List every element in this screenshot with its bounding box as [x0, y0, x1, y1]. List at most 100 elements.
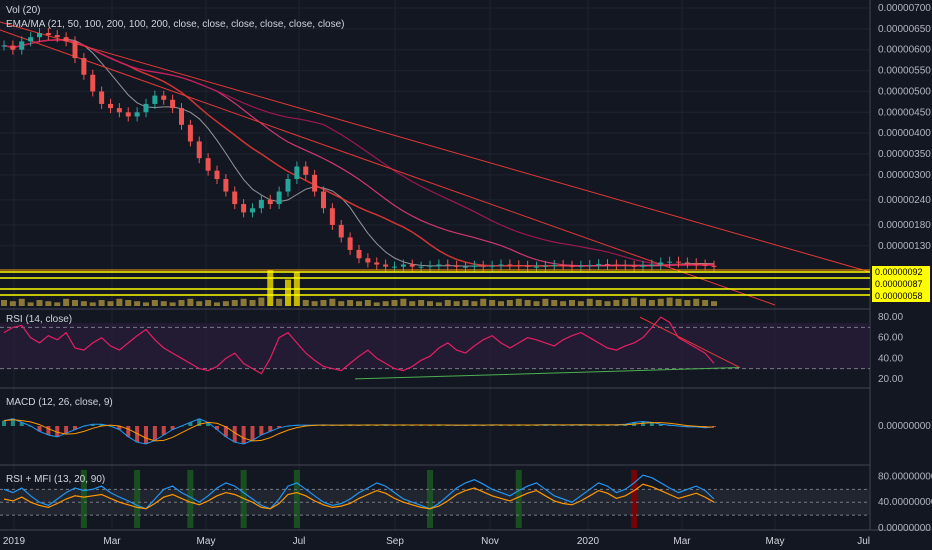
- price-axis[interactable]: 0.00000700 0.00000650 0.00000600 0.00000550…: [878, 3, 931, 252]
- macd-tick-label: 0.00000000: [878, 421, 931, 432]
- rsi-axis[interactable]: 80.00 60.00 40.00 20.00: [878, 312, 903, 385]
- macd-panel: [2, 418, 716, 445]
- time-tick-label: Jul: [293, 536, 306, 547]
- candle-body: [676, 261, 681, 263]
- candle-body: [10, 45, 16, 50]
- macd-histogram-bar: [570, 424, 574, 426]
- time-tick-label: 2020: [577, 536, 600, 547]
- candle-body: [658, 262, 664, 265]
- volume-bar: [391, 300, 398, 306]
- rsi-resistance-line: [639, 316, 741, 368]
- candle-body: [108, 103, 113, 109]
- volume-bar: [36, 300, 43, 306]
- volume-bar: [382, 301, 389, 306]
- time-tick-label: Jul: [857, 536, 870, 547]
- volume-bar: [702, 300, 709, 306]
- macd-histogram-bar: [712, 426, 716, 427]
- volume-bar: [18, 298, 25, 306]
- candle-body: [187, 124, 193, 142]
- volume-bar: [409, 301, 416, 306]
- price-tick-label: 0.00000400: [878, 128, 931, 139]
- candle-body: [303, 166, 309, 175]
- volume-bar: [515, 298, 522, 306]
- macd-legend[interactable]: MACD (12, 26, close, 9): [6, 397, 113, 408]
- rsi-mfi-oversold-highlight: [515, 470, 522, 528]
- volume-bar: [240, 298, 247, 306]
- volume-bar: [134, 301, 141, 306]
- candle-body: [276, 191, 282, 205]
- macd-histogram-bar: [250, 426, 255, 441]
- macd-histogram-bar: [90, 424, 95, 426]
- volume-bar: [648, 300, 655, 306]
- candle-body: [258, 199, 264, 209]
- candle-body: [684, 262, 690, 264]
- candle-body: [374, 262, 380, 265]
- candle-body: [489, 265, 495, 267]
- price-tick-label: 0.00000600: [878, 45, 931, 56]
- volume-bar: [684, 300, 691, 306]
- candle-body: [285, 179, 291, 192]
- volume-bar: [1, 300, 7, 306]
- rsi-line: [3, 474, 715, 510]
- volume-bar: [373, 302, 380, 306]
- candle-body: [143, 103, 149, 113]
- time-tick-label: May: [197, 536, 216, 547]
- volume-bar: [214, 302, 220, 306]
- macd-axis[interactable]: 0.00000000: [878, 421, 931, 432]
- rsi-tick-label: 80.00: [878, 312, 903, 323]
- price-tag-bg: [872, 290, 930, 302]
- volume-bar: [151, 300, 158, 306]
- ema-line: [3, 39, 714, 266]
- volume-bar: [711, 301, 717, 306]
- macd-histogram-bar: [197, 418, 202, 426]
- price-tick-label: 0.00000130: [878, 241, 931, 252]
- volume-bar: [524, 300, 531, 306]
- volume-bar: [666, 297, 673, 306]
- volume-bar: [116, 298, 123, 306]
- candle-body: [463, 266, 468, 268]
- rsi-mfi-legend[interactable]: RSI + MFI (13, 20, 90): [6, 474, 105, 485]
- macd-histogram-bar: [46, 426, 51, 435]
- candle-body: [321, 191, 326, 209]
- candle-body: [471, 265, 477, 267]
- volume-bar: [125, 300, 132, 306]
- candle-body: [525, 265, 531, 267]
- rsi-mfi-oversold-highlight: [187, 470, 194, 528]
- candle-body: [223, 179, 229, 192]
- macd-histogram-bar: [658, 424, 663, 426]
- candle-body: [45, 33, 51, 36]
- time-axis[interactable]: 2019 Mar May Jul Sep Nov 2020 Mar May Jul: [3, 536, 870, 547]
- candle-body: [90, 74, 96, 92]
- candle-body: [152, 95, 158, 104]
- macd-histogram-bar: [206, 422, 211, 426]
- price-tick-label: 0.00000550: [878, 66, 931, 77]
- price-tick-label: 0.00000180: [878, 220, 931, 231]
- price-tick-label: 0.00000450: [878, 107, 931, 118]
- macd-histogram-bar: [55, 426, 60, 437]
- volume-bar: [418, 300, 425, 306]
- ema-legend[interactable]: EMA/MA (21, 50, 100, 200, 100, 200, clos…: [6, 19, 345, 30]
- candle-body: [693, 263, 699, 265]
- candle-body: [338, 224, 344, 238]
- candle-body: [312, 174, 318, 192]
- volume-bar: [498, 301, 504, 306]
- vol-legend[interactable]: Vol (20): [6, 5, 40, 16]
- macd-histogram-bar: [73, 426, 77, 430]
- rsi-mfi-panel: [0, 470, 870, 528]
- candle-body: [329, 208, 335, 225]
- trend-line: [0, 21, 871, 273]
- volume-bar: [675, 298, 682, 306]
- volume-bar: [187, 298, 194, 306]
- rsi-mfi-oversold-highlight: [80, 470, 87, 528]
- rsi-mfi-axis[interactable]: 80.00000000 40.00000000 0.00000000: [878, 471, 932, 534]
- candle-body: [54, 35, 60, 38]
- candle-body: [116, 108, 122, 113]
- candle-body: [179, 108, 184, 125]
- rsi-legend[interactable]: RSI (14, close): [6, 314, 72, 325]
- candle-body: [578, 265, 584, 267]
- candle-body: [534, 266, 539, 268]
- volume-bar: [471, 301, 478, 306]
- volume-bar: [205, 300, 212, 306]
